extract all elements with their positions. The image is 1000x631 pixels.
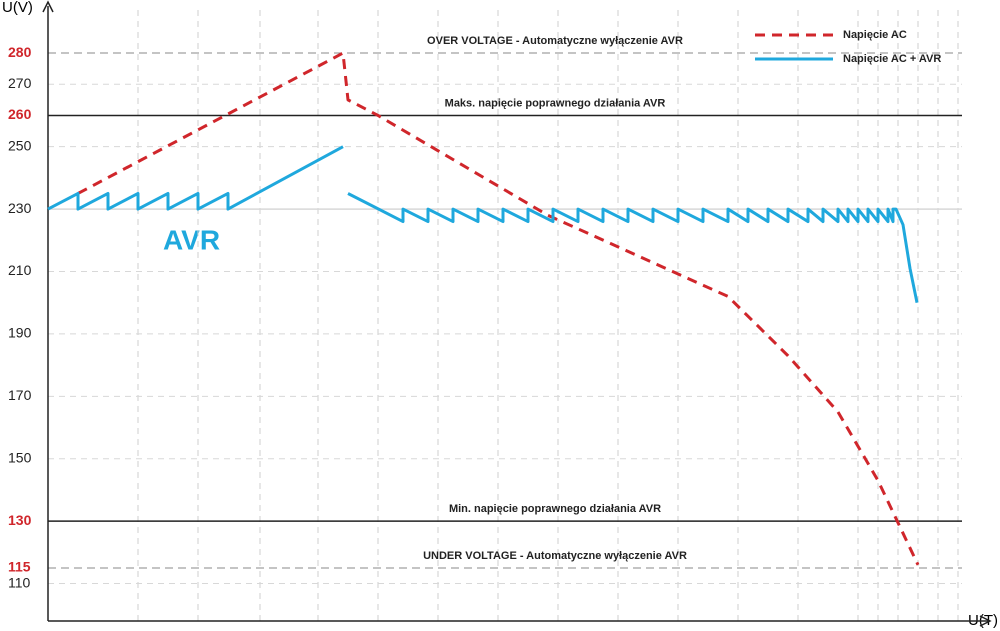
y-tick-label: 110 [8,574,31,590]
y-tick-label: 230 [8,200,32,216]
reference-label: Maks. napięcie poprawnego działania AVR [445,97,666,109]
legend-label: Napięcie AC + AVR [843,53,941,65]
avr-annotation: AVR [163,224,220,255]
y-tick-label: 250 [8,137,32,153]
y-axis-label: U(V) [2,0,33,16]
y-tick-label: 210 [8,262,32,278]
y-tick-label: 270 [8,75,32,91]
legend-label: Napięcie AC [843,29,907,41]
reference-label: Min. napięcie poprawnego działania AVR [449,503,661,515]
y-tick-label: 280 [8,44,32,60]
y-tick-label: 260 [8,106,32,122]
y-tick-label: 170 [8,387,32,403]
y-tick-label: 150 [8,449,32,465]
series-line [77,51,920,566]
x-axis-arrow [979,615,992,627]
y-tick-label: 115 [8,559,31,575]
y-tick-label: 130 [8,512,32,528]
y-axis-arrow [42,0,54,13]
series-line [47,145,919,303]
reference-label: UNDER VOLTAGE - Automatyczne wyłączenie … [423,550,687,562]
reference-label: OVER VOLTAGE - Automatyczne wyłączenie A… [427,35,683,47]
y-tick-label: 190 [8,325,32,341]
